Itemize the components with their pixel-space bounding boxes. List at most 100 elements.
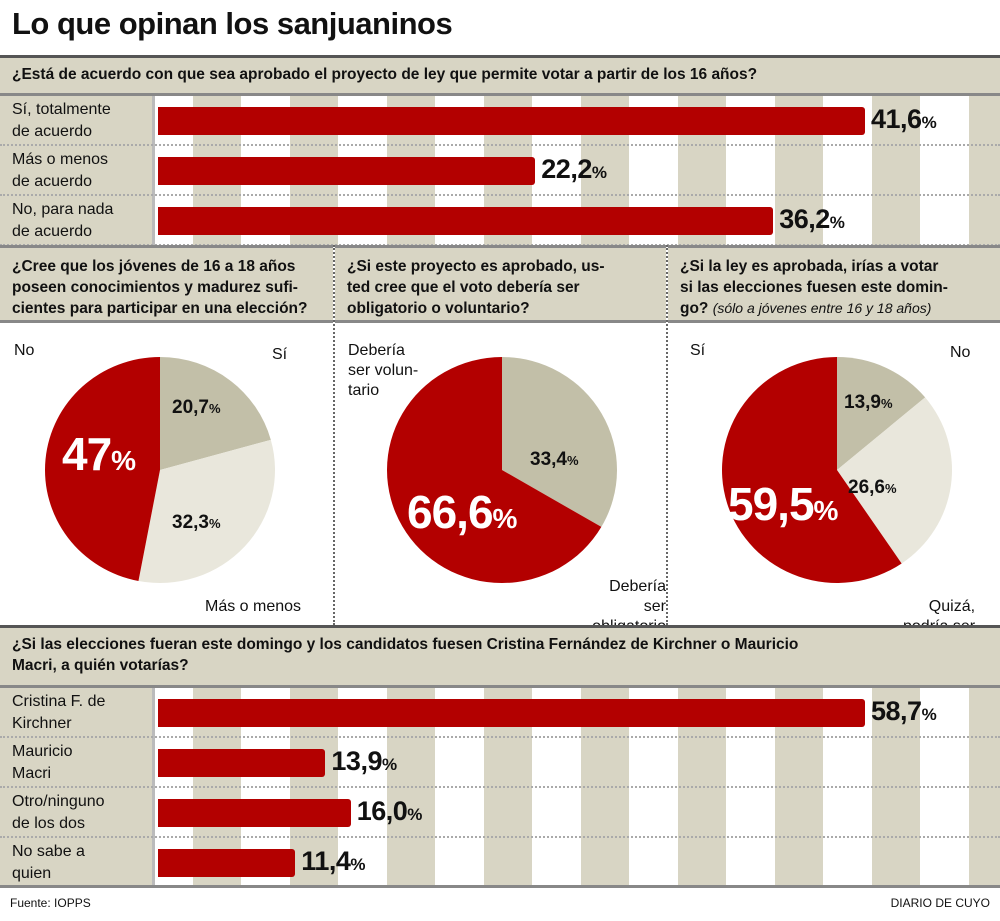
question-line: Macri, a quién votarías? — [12, 657, 189, 674]
label-line: Mauricio — [12, 743, 73, 760]
slice-label: Sí — [272, 345, 287, 365]
value-number: 13,9 — [844, 392, 881, 413]
pie-question: ¿Cree que los jóvenes de 16 a 18 años pos… — [0, 245, 333, 323]
percent-sign: % — [566, 453, 579, 468]
value-number: 16,0 — [356, 796, 408, 826]
label-line: Cristina F. de — [12, 693, 106, 710]
value-number: 58,7 — [871, 696, 922, 726]
percent-sign: % — [350, 855, 365, 874]
value-number: 66,6 — [407, 486, 494, 538]
question-line: go? — [680, 300, 709, 317]
slice-value: 13,9% — [844, 392, 893, 414]
bar — [158, 107, 865, 135]
bar-value: 22,2% — [541, 154, 607, 185]
percent-sign: % — [407, 805, 422, 824]
bar-label: No, para nada de acuerdo — [12, 199, 152, 243]
bar-chart-2: Cristina F. de Kirchner 58,7% Mauricio Macri… — [0, 685, 1000, 888]
percent-sign: % — [813, 495, 839, 526]
label-line: Kirchner — [12, 715, 72, 732]
bar-row: No sabe a quien 11,4% — [0, 838, 1000, 888]
slice-value: 26,6% — [848, 477, 897, 499]
pie-slice — [386, 357, 602, 583]
label-line: Debería — [609, 578, 666, 595]
pie-slice — [138, 439, 275, 583]
bar-value: 58,7% — [871, 696, 937, 727]
question-line: obligatorio o voluntario? — [347, 300, 530, 317]
question-line: ¿Cree que los jóvenes de 16 a 18 años — [12, 258, 296, 275]
label-line: Otro/ninguno — [12, 793, 105, 810]
label-line: No — [950, 344, 971, 361]
label-line: de los dos — [12, 815, 85, 832]
bar-chart-1: Sí, totalmente de acuerdo 41,6% Más o menos… — [0, 93, 1000, 246]
bar-label: No sabe a quien — [12, 841, 152, 885]
label-line: Sí — [272, 346, 288, 363]
value-number: 32,3 — [172, 512, 209, 533]
label-line: No sabe a — [12, 843, 85, 860]
slice-label: No — [950, 343, 970, 363]
value-number: 33,4 — [530, 449, 567, 470]
slice-label: Debería ser volun-tario — [348, 341, 418, 401]
value-number: 36,2 — [779, 204, 830, 234]
pie-slice — [44, 357, 160, 581]
question-line: cientes para participar en una elección? — [12, 300, 308, 317]
question-line: ¿Si este proyecto es aprobado, us- — [347, 258, 605, 275]
percent-sign: % — [208, 516, 221, 531]
bar-value: 36,2% — [779, 204, 845, 235]
pie-slice — [837, 357, 926, 470]
value-number: 41,6 — [871, 104, 922, 134]
pie-slice — [502, 357, 617, 527]
percent-sign: % — [111, 445, 136, 476]
pie-question: ¿Si este proyecto es aprobado, us-ted cr… — [335, 245, 666, 323]
bar-label: Sí, totalmente de acuerdo — [12, 99, 152, 143]
bar-label: Mauricio Macri — [12, 741, 152, 785]
value-number: 22,2 — [541, 154, 592, 184]
bar-value: 11,4% — [301, 846, 365, 877]
brand: DIARIO DE CUYO — [890, 896, 990, 910]
value-number: 20,7 — [172, 397, 209, 418]
slice-value: 47% — [62, 427, 136, 481]
slice-value: 66,6% — [407, 485, 518, 539]
label-line: quien — [12, 865, 52, 882]
bar-row: Mauricio Macri 13,9% — [0, 738, 1000, 788]
pie-question: ¿Si la ley es aprobada, irías a votar si … — [668, 245, 1000, 323]
bar-label: Más o menos de acuerdo — [12, 149, 152, 193]
label-line: Sí, totalmente — [12, 101, 111, 118]
question-line: si las elecciones fuesen este domin- — [680, 279, 948, 296]
question-line: ¿Si la ley es aprobada, irías a votar — [680, 258, 939, 275]
question-line: poseen conocimientos y madurez sufi- — [12, 279, 298, 296]
label-line: Sí — [690, 342, 706, 359]
slice-value: 20,7% — [172, 397, 221, 419]
source: Fuente: IOPPS — [10, 896, 91, 910]
question-line: ted cree que el voto debería ser — [347, 279, 580, 296]
pie-chart — [386, 357, 617, 583]
label-line: tario — [348, 382, 380, 399]
bar — [158, 157, 536, 185]
question-note: (sólo a jóvenes entre 16 y 18 años) — [712, 300, 932, 316]
pie-chart — [44, 357, 275, 583]
label-line: Más o menos — [12, 151, 109, 168]
slice-value: 32,3% — [172, 512, 221, 534]
label-line: No — [14, 342, 35, 359]
bar — [158, 799, 351, 827]
label-line: Macri — [12, 765, 52, 782]
percent-sign: % — [884, 481, 897, 496]
label-line: de acuerdo — [12, 123, 93, 140]
bar-value: 41,6% — [871, 104, 937, 135]
slice-label: No — [14, 341, 34, 361]
bar-label: Otro/ninguno de los dos — [12, 791, 152, 835]
slice-value: 59,5% — [728, 477, 839, 531]
bar-row: Otro/ninguno de los dos 16,0% — [0, 788, 1000, 838]
label-line: Debería — [348, 342, 405, 359]
value-number: 59,5 — [728, 478, 815, 530]
bar-value: 16,0% — [356, 796, 423, 827]
label-line: de acuerdo — [12, 223, 93, 240]
page-title: Lo que opinan los sanjuaninos — [12, 6, 453, 41]
percent-sign: % — [492, 503, 518, 534]
bar — [158, 849, 296, 877]
percent-sign: % — [921, 705, 937, 724]
bar — [158, 699, 865, 727]
percent-sign: % — [829, 213, 845, 232]
pie-slice — [160, 357, 271, 470]
bar-row: Cristina F. de Kirchner 58,7% — [0, 688, 1000, 738]
slice-label: Sí — [690, 341, 705, 361]
